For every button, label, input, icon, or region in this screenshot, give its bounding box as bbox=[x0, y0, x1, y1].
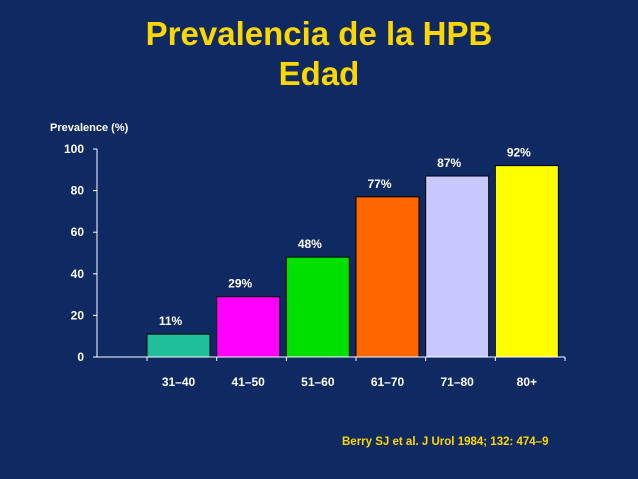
x-tick-label: 80+ bbox=[517, 375, 537, 389]
x-tick-label: 71–80 bbox=[440, 375, 474, 389]
bar bbox=[355, 196, 420, 358]
slide-subtitle: Edad bbox=[278, 55, 360, 92]
bar bbox=[216, 296, 281, 358]
bar bbox=[146, 333, 211, 358]
x-tick-label: 31–40 bbox=[162, 375, 196, 389]
x-tick-label: 51–60 bbox=[301, 375, 335, 389]
data-label: 77% bbox=[367, 177, 391, 191]
x-tick-label: 61–70 bbox=[371, 375, 405, 389]
y-tick-label: 40 bbox=[71, 267, 85, 281]
y-tick-label: 80 bbox=[71, 184, 85, 198]
slide-title: Prevalencia de la HPB bbox=[145, 15, 493, 52]
y-tick-label: 20 bbox=[71, 308, 85, 322]
y-tick-label: 100 bbox=[64, 142, 84, 156]
data-label: 11% bbox=[159, 314, 183, 328]
citation: Berry SJ et al. J Urol 1984; 132: 474–9 bbox=[342, 436, 549, 448]
data-label: 87% bbox=[437, 156, 461, 170]
bar bbox=[425, 175, 490, 358]
data-label: 92% bbox=[507, 146, 531, 160]
bar bbox=[494, 165, 559, 358]
y-tick-label: 60 bbox=[71, 225, 85, 239]
data-label: 29% bbox=[228, 277, 252, 291]
x-tick-label: 41–50 bbox=[231, 375, 265, 389]
y-axis-label: Prevalence (%) bbox=[50, 122, 129, 134]
y-tick-label: 0 bbox=[77, 350, 84, 364]
bar bbox=[285, 256, 350, 358]
data-label: 48% bbox=[298, 237, 322, 251]
